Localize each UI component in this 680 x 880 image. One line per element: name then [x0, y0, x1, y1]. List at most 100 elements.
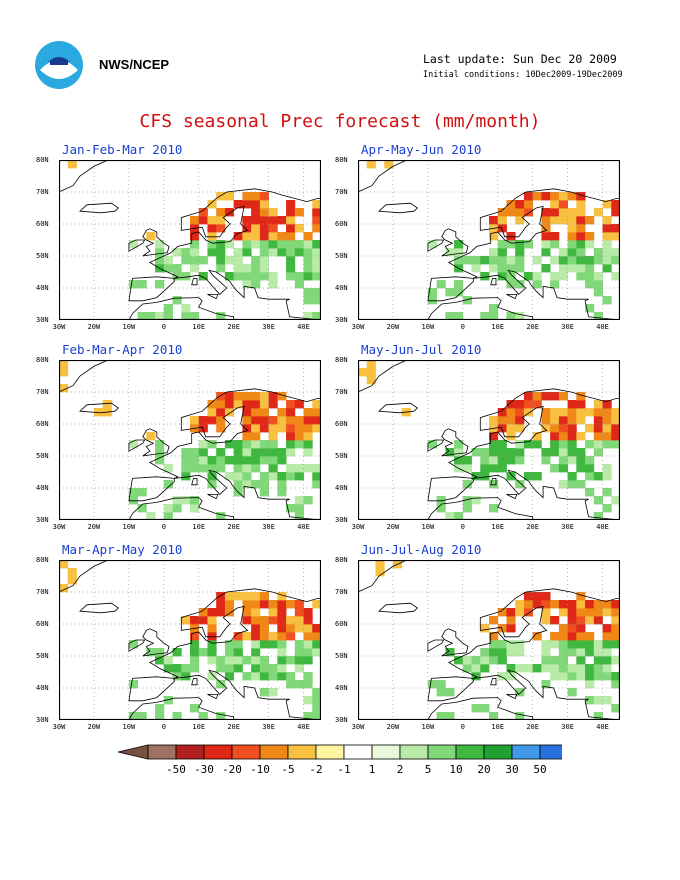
anomaly-cell — [259, 592, 269, 601]
colorbar-label: 10 — [449, 763, 463, 776]
anomaly-cell — [303, 712, 313, 720]
panel-title: Jun-Jul-Aug 2010 — [361, 542, 482, 557]
anomaly-cell — [384, 160, 394, 169]
anomaly-cell — [207, 608, 217, 617]
anomaly-cell — [207, 480, 217, 489]
lon-label: 30W — [52, 723, 66, 731]
anomaly-cell — [602, 608, 612, 617]
precip-anomaly-cells — [375, 560, 620, 720]
colorbar-label: 20 — [477, 763, 491, 776]
anomaly-cell — [611, 704, 620, 713]
anomaly-cell — [259, 672, 269, 681]
anomaly-cell — [268, 392, 278, 401]
anomaly-cell — [286, 680, 296, 689]
anomaly-cell — [102, 400, 112, 409]
anomaly-cell — [216, 512, 226, 520]
anomaly-cell — [593, 416, 603, 425]
anomaly-cell — [480, 272, 490, 281]
anomaly-cell — [515, 480, 525, 489]
anomaly-cell — [611, 272, 620, 281]
anomaly-cell — [242, 632, 252, 641]
anomaly-cell — [497, 416, 507, 425]
anomaly-cell — [541, 680, 551, 689]
anomaly-cell — [216, 408, 226, 417]
anomaly-cell — [190, 240, 200, 249]
anomaly-cell — [303, 264, 313, 273]
anomaly-cell — [550, 632, 560, 641]
anomaly-cell — [471, 496, 481, 505]
anomaly-cell — [436, 504, 446, 513]
anomaly-cell — [375, 560, 385, 569]
anomaly-cell — [515, 240, 525, 249]
anomaly-cell — [611, 224, 620, 233]
anomaly-cell — [259, 456, 269, 465]
lat-label: 50N — [335, 452, 348, 460]
lat-label: 80N — [335, 356, 348, 364]
anomaly-cell — [550, 424, 560, 433]
anomaly-cell — [233, 400, 243, 409]
anomaly-cell — [312, 480, 321, 489]
anomaly-cell — [233, 256, 243, 265]
lat-label: 40N — [335, 284, 348, 292]
anomaly-cell — [294, 440, 304, 449]
anomaly-cell — [497, 608, 507, 617]
anomaly-cell — [506, 240, 516, 249]
last-update-text: Last update: Sun Dec 20 2009 — [423, 52, 617, 66]
anomaly-cell — [602, 624, 612, 633]
lat-label: 40N — [335, 684, 348, 692]
anomaly-cell — [462, 504, 472, 513]
anomaly-cell — [294, 224, 304, 233]
anomaly-cell — [259, 472, 269, 481]
anomaly-cell — [611, 656, 620, 665]
anomaly-cell — [506, 664, 516, 673]
anomaly-cell — [277, 456, 287, 465]
anomaly-cell — [611, 640, 620, 649]
anomaly-cell — [259, 208, 269, 217]
anomaly-cell — [128, 280, 138, 289]
anomaly-cell — [541, 264, 551, 273]
anomaly-cell — [454, 456, 464, 465]
anomaly-cell — [207, 616, 217, 625]
anomaly-cell — [541, 600, 551, 609]
anomaly-cell — [427, 680, 437, 689]
anomaly-cell — [489, 464, 499, 473]
anomaly-cell — [286, 240, 296, 249]
anomaly-cell — [251, 464, 261, 473]
anomaly-cell — [294, 504, 304, 513]
anomaly-cell — [303, 256, 313, 265]
anomaly-cell — [242, 224, 252, 233]
anomaly-cell — [541, 248, 551, 257]
anomaly-cell — [489, 648, 499, 657]
lon-label: 40E — [297, 523, 310, 531]
lon-label: 10E — [491, 323, 505, 331]
anomaly-cell — [303, 624, 313, 633]
anomaly-cell — [436, 496, 446, 505]
anomaly-cell — [567, 600, 577, 609]
anomaly-cell — [277, 424, 287, 433]
anomaly-cell — [268, 688, 278, 697]
anomaly-cell — [198, 208, 208, 217]
anomaly-cell — [541, 392, 551, 401]
anomaly-cell — [558, 624, 568, 633]
anomaly-cell — [67, 568, 77, 577]
anomaly-cell — [207, 672, 217, 681]
anomaly-cell — [541, 408, 551, 417]
anomaly-cell — [190, 248, 200, 257]
lat-label: 80N — [36, 156, 49, 164]
anomaly-cell — [489, 616, 499, 625]
lon-label: 10W — [122, 323, 136, 331]
anomaly-cell — [190, 232, 200, 241]
initial-conditions-text: Initial conditions: 10Dec2009-19Dec2009 — [423, 70, 623, 80]
anomaly-cell — [190, 648, 200, 657]
anomaly-cell — [286, 272, 296, 281]
lon-label: 40E — [596, 523, 609, 531]
anomaly-cell — [251, 408, 261, 417]
lat-label: 30N — [335, 316, 348, 324]
anomaly-cell — [277, 240, 287, 249]
anomaly-cell — [303, 608, 313, 617]
anomaly-cell — [611, 608, 620, 617]
anomaly-cell — [303, 432, 313, 441]
anomaly-cell — [576, 432, 586, 441]
colorbar-label: -20 — [222, 763, 242, 776]
graticule — [59, 360, 321, 520]
